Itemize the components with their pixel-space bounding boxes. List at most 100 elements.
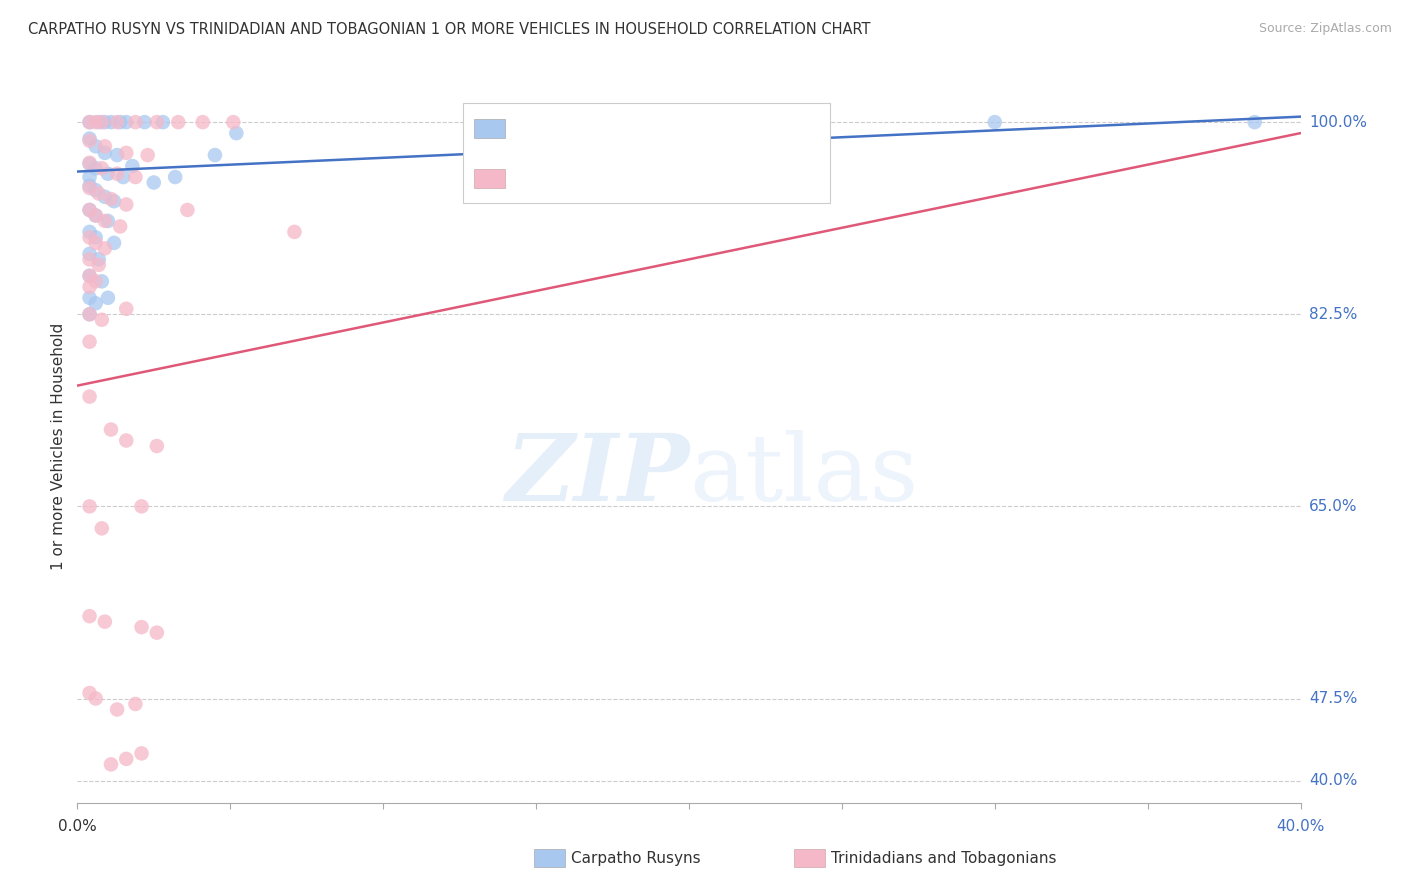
Point <box>84 183 107 197</box>
Point <box>204 148 226 162</box>
Point <box>152 115 174 129</box>
Point <box>131 500 153 514</box>
Text: 82.5%: 82.5% <box>1309 307 1357 322</box>
Point <box>100 115 122 129</box>
Point <box>84 115 107 129</box>
Point <box>84 161 107 176</box>
Point <box>94 615 117 629</box>
Point <box>115 434 138 448</box>
Point <box>84 296 107 310</box>
Point <box>146 115 169 129</box>
Point <box>79 268 101 283</box>
Text: Carpatho Rusyns: Carpatho Rusyns <box>571 851 700 865</box>
Point <box>84 139 107 153</box>
Point <box>79 155 101 169</box>
Point <box>97 291 120 305</box>
Point <box>79 247 101 261</box>
Point <box>79 230 101 244</box>
Point <box>79 390 101 404</box>
Point <box>100 757 122 772</box>
Point <box>94 145 117 160</box>
Point <box>84 691 107 706</box>
Point <box>87 186 110 201</box>
Point <box>79 291 101 305</box>
Text: ZIP: ZIP <box>505 430 689 519</box>
Text: 40.0%: 40.0% <box>1309 773 1357 789</box>
Point <box>79 307 101 321</box>
Point <box>79 134 101 148</box>
Point <box>984 115 1007 129</box>
Point <box>134 115 156 129</box>
Point <box>79 686 101 700</box>
Point <box>103 194 125 209</box>
Point <box>79 307 101 321</box>
Point <box>105 702 128 716</box>
Point <box>79 268 101 283</box>
Text: 0.0%: 0.0% <box>58 819 97 834</box>
Point <box>103 235 125 250</box>
Point <box>84 209 107 223</box>
Point <box>84 209 107 223</box>
Point <box>94 190 117 204</box>
Point <box>79 225 101 239</box>
Point <box>79 280 101 294</box>
Text: 47.5%: 47.5% <box>1309 691 1357 706</box>
Point <box>115 115 138 129</box>
Point <box>283 225 305 239</box>
Point <box>79 169 101 184</box>
Text: R = 0.288   N = 42: R = 0.288 N = 42 <box>516 121 668 136</box>
Text: Source: ZipAtlas.com: Source: ZipAtlas.com <box>1258 22 1392 36</box>
Point <box>79 115 101 129</box>
Point <box>176 202 198 217</box>
Point <box>222 115 245 129</box>
Point <box>1243 115 1265 129</box>
Point <box>90 161 112 176</box>
Point <box>165 169 187 184</box>
Point <box>94 214 117 228</box>
Point <box>112 169 135 184</box>
Point <box>79 157 101 171</box>
Point <box>108 115 131 129</box>
Text: 40.0%: 40.0% <box>1277 819 1324 834</box>
Point <box>97 214 120 228</box>
Point <box>142 176 165 190</box>
Point <box>146 439 169 453</box>
Text: 100.0%: 100.0% <box>1309 115 1367 129</box>
Point <box>124 697 146 711</box>
Text: CARPATHO RUSYN VS TRINIDADIAN AND TOBAGONIAN 1 OR MORE VEHICLES IN HOUSEHOLD COR: CARPATHO RUSYN VS TRINIDADIAN AND TOBAGO… <box>28 22 870 37</box>
Point <box>124 115 146 129</box>
Point <box>100 423 122 437</box>
Point <box>131 620 153 634</box>
Point <box>191 115 214 129</box>
Point <box>84 235 107 250</box>
Point <box>124 169 146 184</box>
Point <box>100 192 122 206</box>
Point <box>90 521 112 535</box>
Point <box>79 131 101 145</box>
Text: Trinidadians and Tobagonians: Trinidadians and Tobagonians <box>831 851 1056 865</box>
Point <box>87 258 110 272</box>
Point <box>225 126 247 140</box>
Point <box>79 178 101 193</box>
Point <box>94 115 117 129</box>
Text: atlas: atlas <box>689 430 918 519</box>
Point <box>105 115 128 129</box>
Point <box>94 241 117 255</box>
Point <box>108 219 131 234</box>
Point <box>131 747 153 761</box>
Point <box>79 609 101 624</box>
Point <box>121 159 143 173</box>
Point <box>146 625 169 640</box>
Point <box>167 115 190 129</box>
Point <box>87 115 110 129</box>
Point <box>79 500 101 514</box>
Point <box>90 274 112 288</box>
Point <box>115 197 138 211</box>
Point <box>90 115 112 129</box>
Point <box>90 312 112 326</box>
Point <box>105 167 128 181</box>
Point <box>79 181 101 195</box>
Point <box>115 301 138 316</box>
Point <box>97 167 120 181</box>
Point <box>115 752 138 766</box>
